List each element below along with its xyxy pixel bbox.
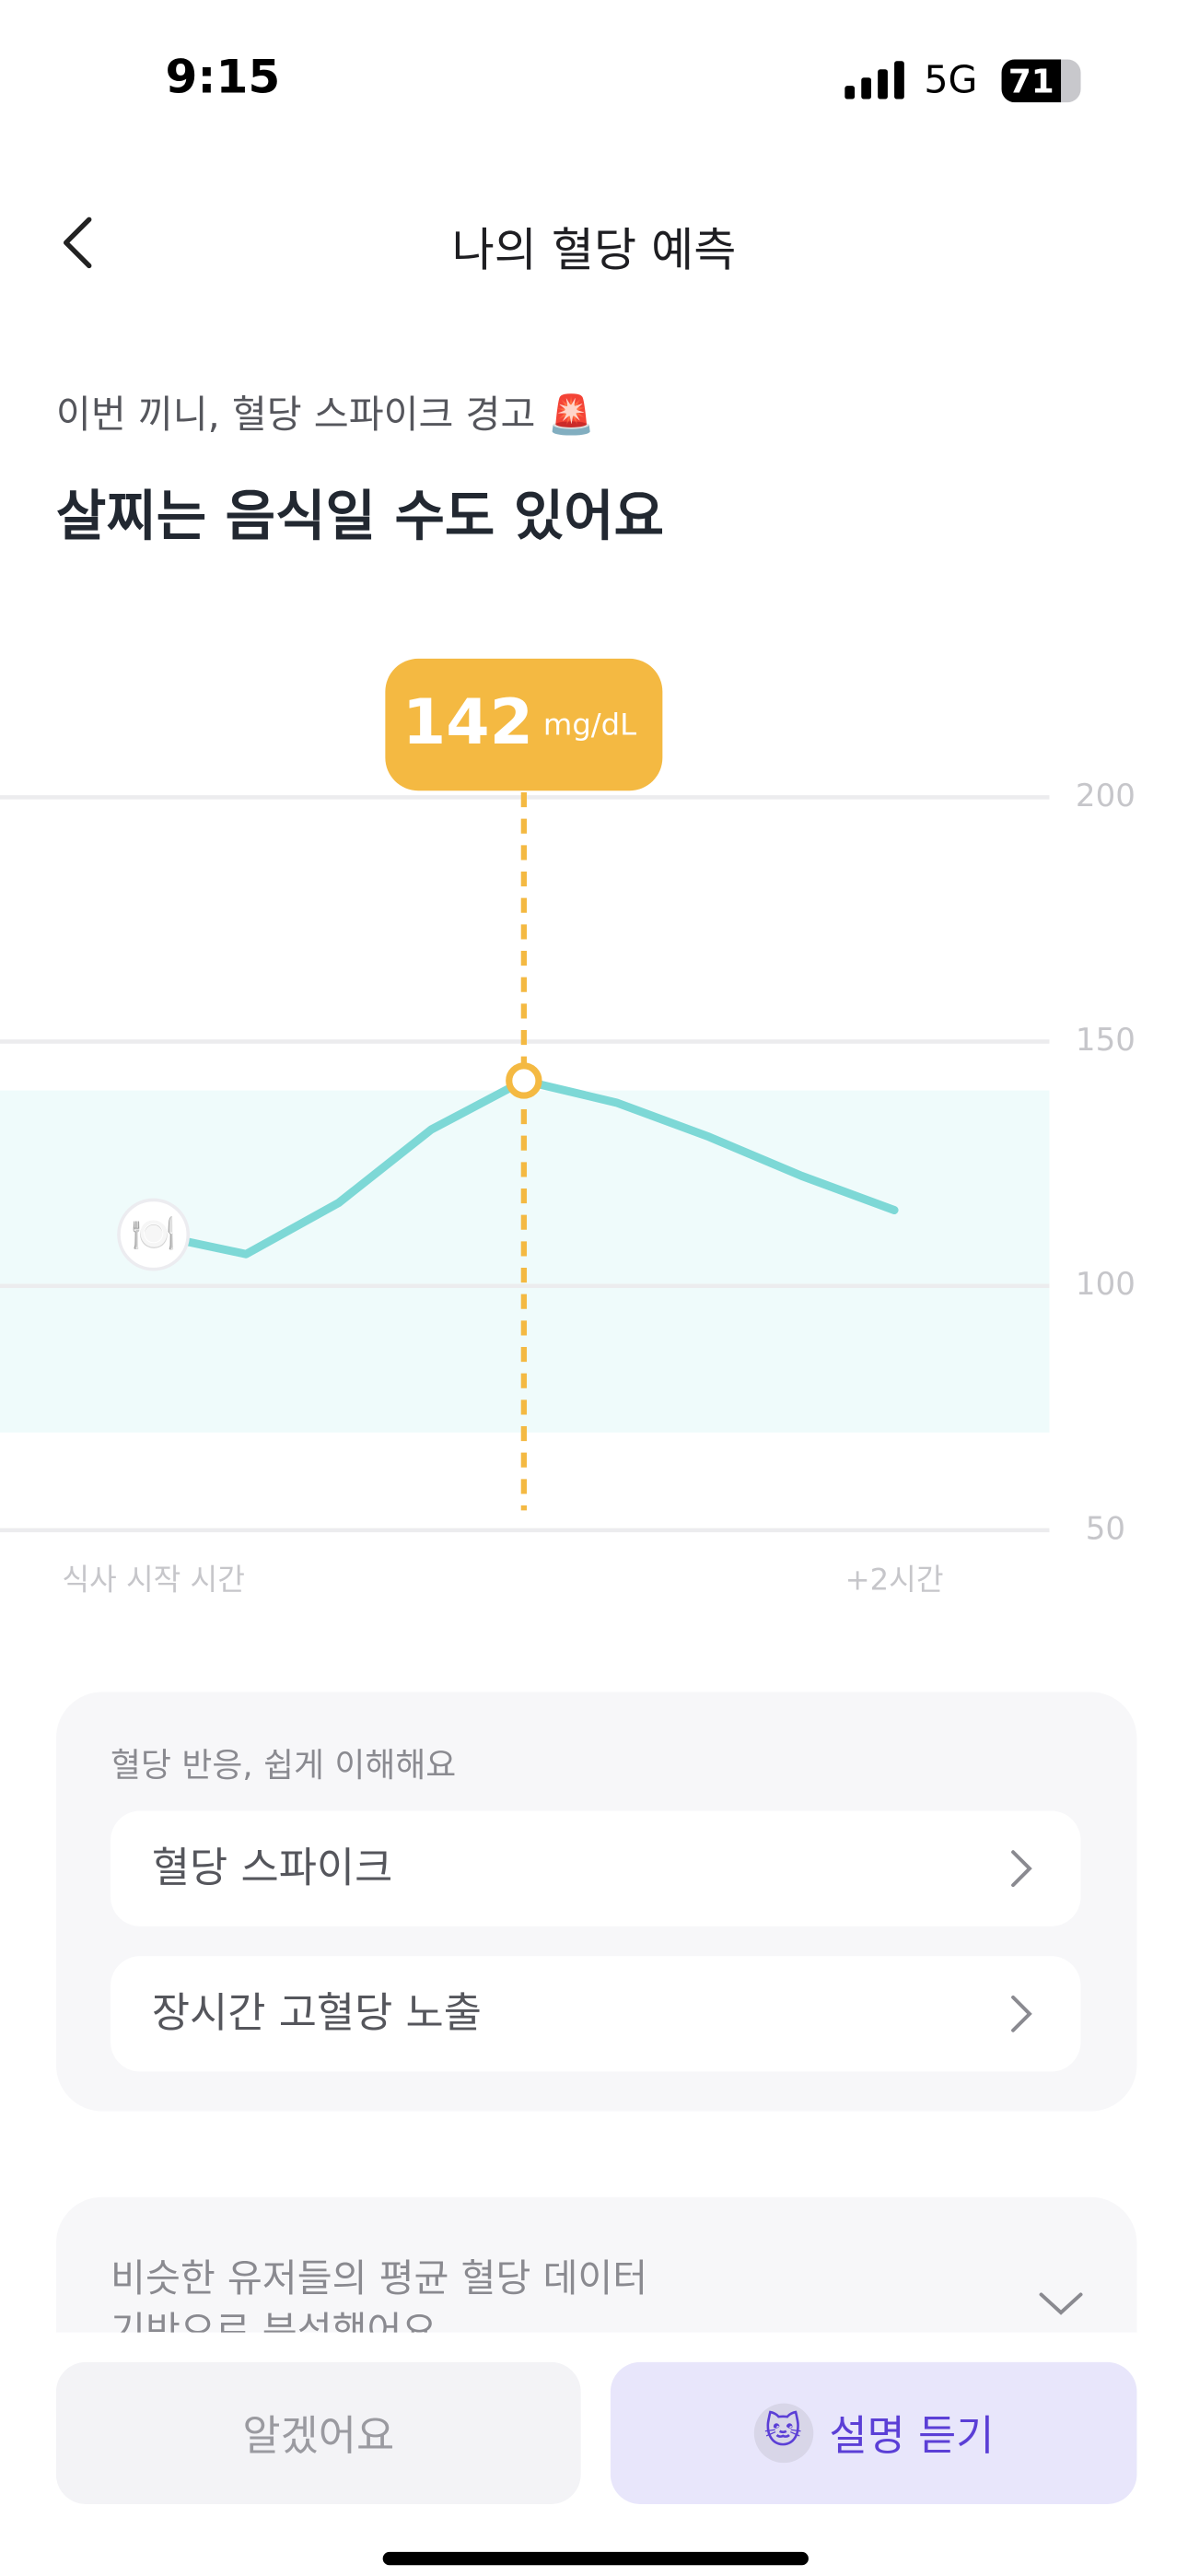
header-title: 나의 혈당 예측 [451,222,737,278]
value-tooltip: 142 mg/dL [385,658,663,791]
headline-subtitle: 이번 끼니, 혈당 스파이크 경고 🚨 [55,394,595,438]
highlight-point [506,1062,542,1099]
y-tick-label: 100 [1076,1266,1136,1303]
meal-emoji: 🍽️ [131,1212,176,1255]
info-line: 비슷한 유저들의 평균 혈당 데이터 [111,2258,648,2301]
item-label: 혈당 스파이크 [151,1844,393,1892]
tooltip-box [385,658,663,791]
back-button[interactable] [50,211,110,277]
chevron-icon [1011,1850,1032,1888]
status-time: 9:15 [165,49,281,104]
expand-icon[interactable] [1038,2289,1084,2319]
battery-level: 71 [1007,61,1054,101]
dismiss-button[interactable]: 알겠어요 [55,2361,581,2504]
x-tick-label: 식사 시작 시간 [62,1562,245,1597]
reaction-item[interactable]: 혈당 스파이크 [111,1810,1081,1926]
tooltip-unit: mg/dL [543,707,636,742]
reaction-item[interactable]: 장시간 고혈당 노출 [111,1956,1081,2072]
battery-icon: 71 [1001,59,1081,103]
reaction-card: 혈당 반응, 쉽게 이해해요 혈당 스파이크 장시간 고혈당 노출 [55,1692,1137,2112]
button-label: 설명 듣기 [829,2411,995,2460]
y-tick-label: 50 [1086,1510,1125,1547]
cat-icon: 🐱 [752,2403,813,2464]
card-title: 혈당 반응, 쉽게 이해해요 [111,1744,457,1785]
tooltip-value: 142 [402,686,533,759]
y-tick-label: 150 [1076,1022,1136,1059]
network-label: 5G [924,59,978,103]
chevron-icon [1011,1995,1032,2032]
x-tick-label: +2시간 [845,1562,944,1597]
explain-button[interactable]: 🐱 설명 듣기 [610,2361,1137,2504]
bottom-bar: 알겠어요 🐱 설명 듣기 [0,2332,1188,2576]
signal-icon [844,61,904,100]
y-tick-label: 200 [1076,778,1136,814]
chart: 50 100 150 200 식사 시작 시간 +2시간 🍽️ 142 mg/dL [0,658,1136,1597]
home-indicator [382,2551,809,2566]
headline-title: 살찌는 음식일 수도 있어요 [55,483,665,548]
button-label: 알겠어요 [242,2411,395,2460]
item-label: 장시간 고혈당 노출 [151,1988,482,2037]
meal-icon [117,1198,191,1271]
